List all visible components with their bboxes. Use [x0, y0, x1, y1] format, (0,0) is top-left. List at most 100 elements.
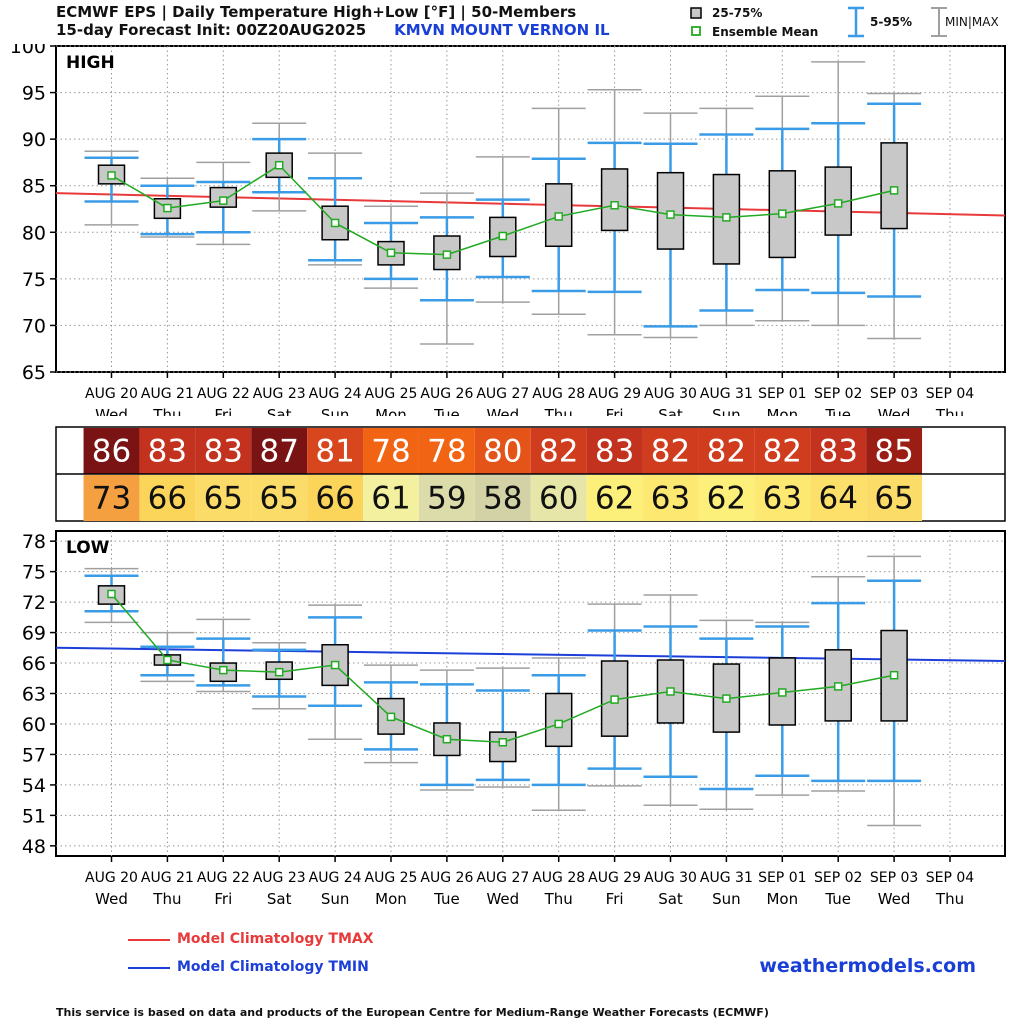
- low-date-label: AUG 30: [644, 870, 697, 886]
- low-table-value: 63: [651, 481, 690, 517]
- low-table-cell: [698, 475, 755, 521]
- low-day-label: Tue: [824, 890, 851, 908]
- high-day-label: Tue: [824, 406, 851, 416]
- high-table-cell: [530, 428, 587, 474]
- tmax-legend-label: Model Climatology TMAX: [177, 931, 374, 947]
- high-table-cell: [810, 428, 867, 474]
- low-mean-point: [274, 667, 284, 677]
- high-ytick-label: 75: [22, 269, 46, 291]
- high-mean-point: [219, 196, 228, 205]
- low-ytick-label: 72: [22, 592, 46, 614]
- low-mean-point: [330, 660, 340, 670]
- low-date-label: AUG 25: [365, 870, 418, 886]
- low-date-label: AUG 29: [588, 870, 641, 886]
- p5-95-legend-icon: [848, 6, 864, 38]
- low-day-label: Wed: [878, 890, 911, 908]
- high-table-value: 83: [595, 434, 634, 470]
- high-ytick-label: 85: [22, 176, 46, 198]
- high-mean-point: [554, 212, 563, 221]
- low-day-label: Tue: [433, 890, 460, 908]
- high-day-label: Sun: [321, 406, 350, 416]
- low-day-label: Thu: [935, 890, 964, 908]
- low-table-cell: [307, 475, 364, 521]
- high-ytick-label: 95: [22, 83, 46, 105]
- chart-subtitle: 15-day Forecast Init: 00Z20AUG2025 KMVN M…: [56, 22, 610, 39]
- high-date-label: SEP 03: [870, 386, 918, 402]
- high-iqr-box: [600, 168, 629, 232]
- high-mean-point: [610, 201, 619, 210]
- low-table-cell: [810, 475, 867, 521]
- high-mean-point: [889, 186, 899, 195]
- high-table-cell: [251, 428, 308, 474]
- high-day-label: Sun: [712, 406, 741, 416]
- high-table-value: 86: [92, 434, 131, 470]
- low-day-label: Mon: [766, 890, 798, 908]
- low-table-value: 65: [874, 481, 913, 517]
- low-date-label: SEP 03: [870, 870, 918, 886]
- low-date-label: AUG 20: [85, 870, 138, 886]
- low-day-label: Mon: [375, 890, 407, 908]
- high-day-label: Mon: [375, 406, 407, 416]
- high-table-value: 83: [818, 434, 857, 470]
- high-date-label: SEP 01: [758, 386, 806, 402]
- high-date-label: AUG 24: [309, 386, 362, 402]
- high-mean-point: [163, 203, 172, 213]
- high-mean-point: [274, 160, 284, 170]
- low-ytick-label: 51: [22, 805, 46, 827]
- low-mean-point: [442, 734, 452, 744]
- box-legend-icon: [690, 7, 702, 19]
- high-day-label: Thu: [544, 406, 573, 416]
- low-mean-point: [722, 694, 731, 703]
- low-day-label: Fri: [214, 890, 232, 908]
- low-table-value: 65: [204, 481, 243, 517]
- high-temperature-chart: 65 70 75 80 85 90 95 100 HIGH AUG 20 Wed AUG 21 Thu A…: [10, 44, 1006, 416]
- low-mean-point: [498, 738, 508, 747]
- low-ytick-label: 69: [22, 623, 46, 645]
- low-date-label: AUG 31: [700, 870, 753, 886]
- init-time: 15-day Forecast Init: 00Z20AUG2025: [56, 21, 367, 39]
- low-ytick-label: 66: [22, 653, 46, 675]
- low-table-value: 59: [427, 481, 466, 517]
- site-name[interactable]: weathermodels.com: [759, 955, 976, 977]
- low-table-cell: [586, 475, 643, 521]
- high-mean-point: [498, 231, 508, 241]
- low-mean-point: [554, 719, 563, 729]
- low-date-label: SEP 02: [814, 870, 862, 886]
- high-day-label: Thu: [152, 406, 181, 416]
- low-iqr-box: [489, 731, 517, 763]
- high-day-label: Mon: [766, 406, 798, 416]
- high-iqr-box: [880, 142, 908, 230]
- low-day-label: Thu: [152, 890, 181, 908]
- high-date-label: SEP 04: [926, 386, 975, 402]
- high-date-label: AUG 26: [420, 386, 473, 402]
- mean-legend-label: Ensemble Mean: [712, 25, 819, 39]
- high-day-label: Wed: [878, 406, 911, 416]
- low-mean-point: [666, 687, 675, 696]
- high-day-label: Thu: [935, 406, 964, 416]
- low-date-label: SEP 01: [758, 870, 806, 886]
- high-table-value: 82: [763, 434, 802, 470]
- high-day-label: Fri: [606, 406, 624, 416]
- low-ytick-label: 57: [22, 744, 46, 766]
- low-table-value: 65: [259, 481, 298, 517]
- low-table-value: 62: [707, 481, 746, 517]
- low-mean-point: [107, 589, 116, 599]
- high-table-cell: [195, 428, 252, 474]
- high-table-value: 82: [707, 434, 746, 470]
- low-ytick-label: 48: [22, 836, 46, 858]
- high-plot-frame: [55, 45, 1006, 373]
- high-table-cell: [586, 428, 643, 474]
- chart-title: ECMWF EPS | Daily Temperature High+Low […: [56, 3, 577, 21]
- minmax-legend-icon: [931, 7, 947, 37]
- high-table-value: 87: [259, 434, 298, 470]
- low-date-label: AUG 23: [253, 870, 306, 886]
- p5-95-legend-label: 5-95%: [870, 15, 913, 29]
- low-table-cell: [754, 475, 811, 521]
- low-table-value: 60: [539, 481, 578, 517]
- low-mean-point: [778, 688, 787, 697]
- low-table-value: 66: [315, 481, 354, 517]
- low-table-value: 73: [92, 481, 131, 517]
- high-ytick-label: 90: [22, 129, 46, 151]
- low-day-label: Wed: [486, 890, 519, 908]
- high-date-label: SEP 02: [814, 386, 862, 402]
